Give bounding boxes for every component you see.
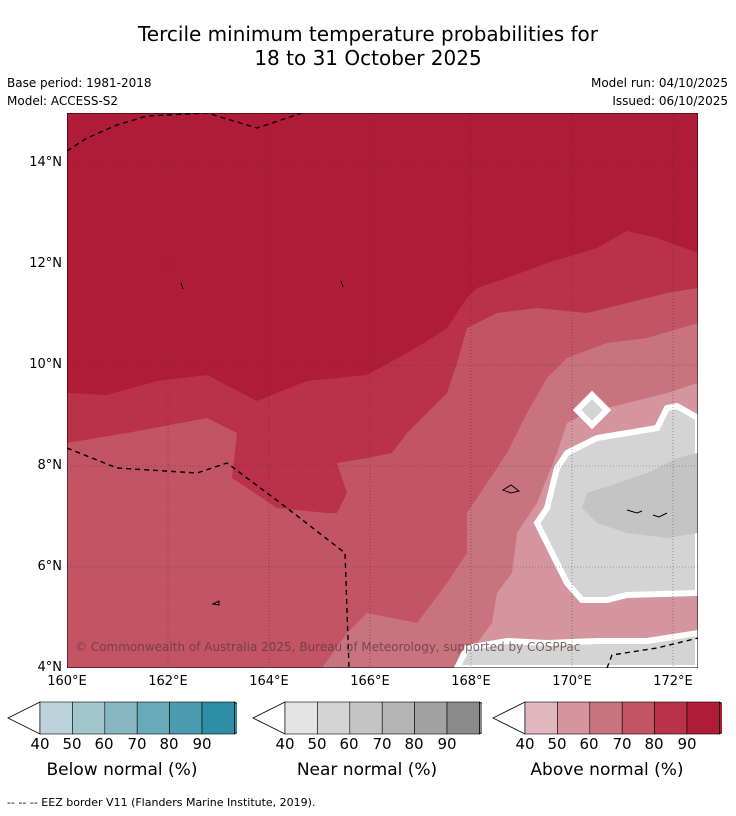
colorbar-below-title: Below normal (%)	[46, 760, 198, 780]
cbar-tick: 50	[307, 735, 327, 753]
colorbar-segment	[72, 701, 106, 735]
cbar-tick: 70	[612, 735, 632, 753]
colorbar-above	[492, 701, 722, 735]
lon-label: 168°E	[451, 674, 491, 689]
title-line-2: 18 to 31 October 2025	[254, 46, 482, 70]
cbar-tick: 90	[192, 735, 212, 753]
title-line-1: Tercile minimum temperature probabilitie…	[137, 22, 599, 46]
eez-borders	[67, 113, 698, 668]
colorbar-segment	[381, 701, 415, 735]
lat-label: 12°N	[29, 256, 62, 271]
colorbar-low-arrow	[7, 701, 41, 735]
meta-right: Model run: 04/10/2025 Issued: 06/10/2025	[591, 74, 728, 110]
colorbar-segment	[284, 701, 318, 735]
islands	[180, 280, 668, 606]
colorbar-segment	[557, 701, 591, 735]
gridlines	[67, 113, 698, 668]
lon-label: 160°E	[47, 674, 87, 689]
model-name: Model: ACCESS-S2	[7, 94, 119, 108]
colorbar-segment	[104, 701, 138, 735]
map-title: Tercile minimum temperature probabilitie…	[0, 22, 736, 70]
cbar-tick: 80	[404, 735, 424, 753]
cbar-tick: 60	[579, 735, 599, 753]
lon-label: 162°E	[148, 674, 188, 689]
colorbar-segment	[317, 701, 351, 735]
colorbar-high-arrow	[719, 701, 722, 735]
meta-left: Base period: 1981-2018 Model: ACCESS-S2	[7, 74, 152, 110]
issued-date: Issued: 06/10/2025	[612, 94, 728, 108]
cbar-tick: 80	[159, 735, 179, 753]
cbar-tick: 80	[644, 735, 664, 753]
cbar-tick: 50	[62, 735, 82, 753]
lat-label: 4°N	[37, 660, 63, 675]
copyright-notice: © Commonwealth of Australia 2025, Bureau…	[75, 640, 581, 654]
model-run: Model run: 04/10/2025	[590, 76, 728, 90]
cbar-tick: 40	[275, 735, 295, 753]
colorbar-segment	[446, 701, 480, 735]
colorbar-low-arrow	[492, 701, 526, 735]
colorbar-segment	[169, 701, 203, 735]
colorbar-high-arrow	[234, 701, 237, 735]
colorbar-segment	[414, 701, 448, 735]
cbar-tick: 50	[547, 735, 567, 753]
colorbar-above-title: Above normal (%)	[530, 760, 684, 780]
zone-near-diamond	[572, 390, 612, 430]
colorbar-near-title: Near normal (%)	[296, 760, 438, 780]
cbar-tick: 70	[372, 735, 392, 753]
colorbar-segment	[39, 701, 73, 735]
lon-label: 170°E	[552, 674, 592, 689]
colorbar-high-arrow	[479, 701, 482, 735]
cbar-tick: 60	[339, 735, 359, 753]
cbar-tick: 60	[94, 735, 114, 753]
colorbar-low-arrow	[252, 701, 286, 735]
lon-label: 172°E	[653, 674, 693, 689]
eez-footnote: -- -- -- EEZ border V11 (Flanders Marine…	[7, 796, 316, 809]
colorbar-segment	[524, 701, 558, 735]
cbar-tick: 70	[127, 735, 147, 753]
lat-label: 8°N	[37, 458, 63, 473]
colorbar-near	[252, 701, 482, 735]
zone-near-50	[582, 453, 698, 538]
cbar-tick: 90	[437, 735, 457, 753]
colorbar-below	[7, 701, 237, 735]
lat-label: 10°N	[29, 357, 62, 372]
lon-label: 166°E	[350, 674, 390, 689]
colorbar-segment	[589, 701, 623, 735]
cbar-tick: 90	[677, 735, 697, 753]
lat-label: 14°N	[29, 155, 62, 170]
lat-label: 6°N	[37, 559, 63, 574]
base-period: Base period: 1981-2018	[7, 76, 152, 90]
colorbar-segment	[686, 701, 720, 735]
probability-map	[67, 113, 698, 668]
cbar-tick: 40	[30, 735, 50, 753]
zone-near-bottom	[453, 629, 698, 668]
colorbar-segment	[349, 701, 383, 735]
colorbar-segment	[621, 701, 655, 735]
lon-label: 164°E	[249, 674, 289, 689]
cbar-tick: 40	[515, 735, 535, 753]
colorbar-segment	[136, 701, 170, 735]
colorbar-segment	[654, 701, 688, 735]
colorbar-segment	[201, 701, 235, 735]
